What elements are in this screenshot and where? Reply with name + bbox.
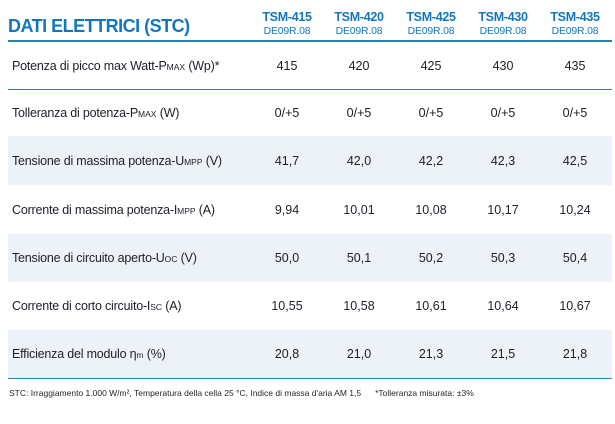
cell-value: 41,7 <box>274 153 300 168</box>
row-label-subscript: OC <box>164 254 178 264</box>
model-columns: TSM-415 DE09R.08 TSM-420 DE09R.08 TSM-42… <box>251 10 611 37</box>
model-name: TSM-430 <box>478 10 528 24</box>
cell-value: 42,0 <box>346 153 372 168</box>
table-header: DATI ELETTRICI (STC) TSM-415 DE09R.08 TS… <box>8 0 612 40</box>
model-name: TSM-425 <box>406 10 456 24</box>
row-label-subscript: MAX <box>138 109 157 119</box>
row-label-text: (V) <box>177 251 197 265</box>
row-label-text: Tensione di massima potenza-U <box>12 153 185 168</box>
cell-value: 425 <box>420 58 442 73</box>
row-label-subscript: m <box>136 350 144 360</box>
model-code: DE09R.08 <box>551 25 599 37</box>
table-row-tolerance: Tolleranza di potenza-PMAX (W) 0/+5 0/+5… <box>8 90 612 136</box>
row-label: Efficienza del modulo ηm (%) <box>8 347 251 361</box>
row-label-text: Corrente di massima potenza-I <box>12 202 178 217</box>
cell-value: 0/+5 <box>346 106 372 120</box>
cell-value: 50,2 <box>418 251 444 265</box>
cell-value: 9,94 <box>274 202 300 217</box>
cell-value: 10,24 <box>559 202 591 217</box>
row-label-subscript: MAX <box>166 61 186 72</box>
row-label-subscript: MPP <box>184 156 203 167</box>
cell-value: 10,01 <box>343 202 375 217</box>
cell-value: 420 <box>348 58 370 73</box>
model-code: DE09R.08 <box>263 25 311 37</box>
cell-value: 50,4 <box>562 251 588 265</box>
row-label-text: Tolleranza di potenza-P <box>12 106 139 120</box>
header-rule <box>8 40 612 42</box>
cell-value: 0/+5 <box>562 106 588 120</box>
table-row-impp: Corrente di massima potenza-IMPP (A) 9,9… <box>8 185 612 234</box>
row-label-text: Corrente di corto circuito-I <box>12 299 151 313</box>
table-row-pmax: Potenza di picco max Watt-PMAX (Wp)* 415… <box>8 42 612 90</box>
row-label-text: Efficienza del modulo η <box>12 347 137 361</box>
cell-value: 430 <box>492 58 514 73</box>
column-header-tsm-425: TSM-425 DE09R.08 <box>395 10 467 37</box>
cell-value: 10,58 <box>343 299 375 313</box>
table-row-umpp: Tensione di massima potenza-UMPP (V) 41,… <box>8 136 612 185</box>
row-label-text: (A) <box>195 202 215 217</box>
model-name: TSM-415 <box>262 10 312 24</box>
cell-value: 10,64 <box>487 299 519 313</box>
cell-value: 21,8 <box>562 347 588 361</box>
row-label-text: Tensione di circuito aperto-U <box>12 251 165 265</box>
cell-value: 21,0 <box>346 347 372 361</box>
model-name: TSM-435 <box>550 10 600 24</box>
column-header-tsm-415: TSM-415 DE09R.08 <box>251 10 323 37</box>
cell-value: 0/+5 <box>418 106 444 120</box>
cell-value: 50,0 <box>274 251 300 265</box>
cell-value: 435 <box>564 58 586 73</box>
cell-value: 10,61 <box>415 299 447 313</box>
cell-value: 10,55 <box>271 299 303 313</box>
row-label: Corrente di massima potenza-IMPP (A) <box>8 203 251 217</box>
cell-value: 42,3 <box>490 153 516 168</box>
table-title: DATI ELETTRICI (STC) <box>8 16 190 36</box>
cell-value: 50,1 <box>346 251 372 265</box>
cell-value: 20,8 <box>274 347 300 361</box>
table-row-uoc: Tensione di circuito aperto-UOC (V) 50,0… <box>8 234 612 282</box>
column-header-tsm-435: TSM-435 DE09R.08 <box>539 10 611 37</box>
stc-conditions: STC: Irraggiamento 1.000 W/m², Temperatu… <box>9 388 362 398</box>
cell-value: 10,67 <box>559 299 591 313</box>
cell-value: 10,17 <box>487 202 519 217</box>
cell-value: 21,3 <box>418 347 444 361</box>
row-label-subscript: SC <box>150 302 163 312</box>
table-body: Potenza di picco max Watt-PMAX (Wp)* 415… <box>8 42 612 378</box>
row-label-text: (V) <box>202 153 222 168</box>
row-label-text: (%) <box>143 347 166 361</box>
row-label-text: Potenza di picco max Watt-P <box>12 58 167 73</box>
model-code: DE09R.08 <box>479 25 527 37</box>
footnote: STC: Irraggiamento 1.000 W/m², Temperatu… <box>8 379 612 398</box>
cell-value: 0/+5 <box>274 106 300 120</box>
model-code: DE09R.08 <box>407 25 455 37</box>
tolerance-note: *Tolleranza misurata: ±3% <box>375 388 474 398</box>
row-label: Tensione di massima potenza-UMPP (V) <box>8 154 251 168</box>
column-header-tsm-420: TSM-420 DE09R.08 <box>323 10 395 37</box>
row-label: Tensione di circuito aperto-UOC (V) <box>8 251 251 265</box>
cell-value: 42,2 <box>418 153 444 168</box>
table-row-isc: Corrente di corto circuito-ISC (A) 10,55… <box>8 282 612 330</box>
column-header-tsm-430: TSM-430 DE09R.08 <box>467 10 539 37</box>
row-label-subscript: MPP <box>177 205 196 216</box>
table-row-efficiency: Efficienza del modulo ηm (%) 20,8 21,0 2… <box>8 330 612 378</box>
footer-rule <box>8 378 612 379</box>
model-code: DE09R.08 <box>335 25 383 37</box>
row-label: Tolleranza di potenza-PMAX (W) <box>8 106 251 120</box>
row-label: Corrente di corto circuito-ISC (A) <box>8 299 251 313</box>
row-label-text: (W) <box>156 106 180 120</box>
cell-value: 21,5 <box>490 347 516 361</box>
cell-value: 0/+5 <box>490 106 516 120</box>
model-name: TSM-420 <box>334 10 384 24</box>
row-label-text: (Wp)* <box>185 58 220 73</box>
cell-value: 42,5 <box>562 153 588 168</box>
row-label: Potenza di picco max Watt-PMAX (Wp)* <box>8 59 251 73</box>
cell-value: 415 <box>276 58 298 73</box>
cell-value: 10,08 <box>415 202 447 217</box>
cell-value: 50,3 <box>490 251 516 265</box>
row-label-text: (A) <box>162 299 182 313</box>
